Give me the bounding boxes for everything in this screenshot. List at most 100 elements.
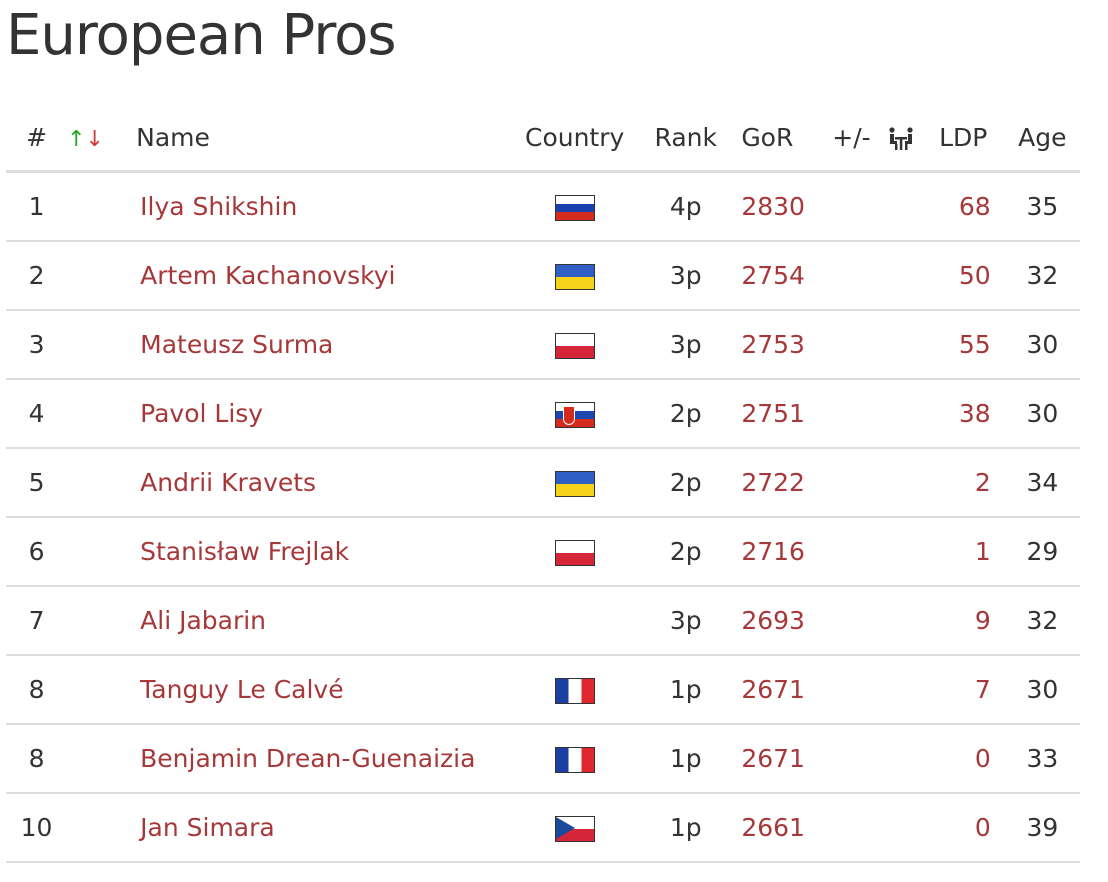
player-name-link[interactable]: Stanisław Frejlak — [140, 537, 350, 566]
player-name-link[interactable]: Mateusz Surma — [140, 330, 334, 359]
rank-position: 1 — [6, 171, 68, 242]
table-row: 1 Ilya Shikshin 4p 2830 68 35 — [6, 171, 1080, 242]
ldp-link[interactable]: 7 — [974, 675, 991, 704]
ua-flag-icon — [554, 471, 595, 497]
player-name-link[interactable]: Ali Jabarin — [140, 606, 267, 635]
player-rank: 2p — [640, 379, 732, 449]
gor-diff — [822, 724, 881, 794]
gor-link[interactable]: 2671 — [741, 744, 805, 773]
col-header-gor[interactable]: GoR — [731, 104, 823, 173]
player-age: 30 — [1004, 655, 1080, 725]
games-cell — [880, 517, 922, 587]
col-header-diff[interactable]: +/- — [822, 104, 881, 173]
gor-link[interactable]: 2751 — [741, 399, 805, 428]
games-cell — [880, 586, 922, 656]
pl-flag-icon — [554, 540, 595, 566]
fr-flag-icon — [554, 678, 595, 704]
pros-table: # ↑↓ Name Country Rank GoR +/- — [6, 104, 1080, 863]
col-header-rank[interactable]: Rank — [640, 104, 732, 173]
country-cell — [509, 241, 641, 311]
ldp-link[interactable]: 50 — [958, 261, 991, 290]
games-cell — [880, 655, 922, 725]
ru-flag-icon — [554, 195, 595, 221]
gor-link[interactable]: 2830 — [741, 192, 805, 221]
gor-link[interactable]: 2716 — [741, 537, 805, 566]
player-rank: 2p — [640, 517, 732, 587]
player-name-link[interactable]: Jan Simara — [140, 813, 275, 842]
country-cell — [509, 586, 641, 656]
rank-position: 2 — [6, 241, 68, 311]
player-age: 35 — [1004, 171, 1080, 242]
table-row: 7 Ali Jabarin 3p 2693 9 32 — [6, 586, 1080, 656]
col-header-sort[interactable]: ↑↓ — [67, 104, 137, 173]
player-age: 39 — [1004, 793, 1080, 863]
sort-cell — [67, 655, 137, 725]
country-cell — [509, 171, 641, 242]
ldp-link[interactable]: 68 — [958, 192, 991, 221]
sort-cell — [67, 793, 137, 863]
sort-cell — [67, 448, 137, 518]
col-header-number[interactable]: # — [6, 104, 68, 173]
players-table-icon — [889, 126, 913, 150]
ldp-link[interactable]: 2 — [974, 468, 991, 497]
country-cell — [509, 310, 641, 380]
player-age: 29 — [1004, 517, 1080, 587]
player-name-link[interactable]: Tanguy Le Calvé — [140, 675, 344, 704]
ldp-link[interactable]: 9 — [974, 606, 991, 635]
ldp-link[interactable]: 0 — [974, 813, 991, 842]
player-name-link[interactable]: Benjamin Drean-Guenaizia — [140, 744, 476, 773]
gor-diff — [822, 793, 881, 863]
sort-cell — [67, 310, 137, 380]
country-cell — [509, 379, 641, 449]
country-cell — [509, 517, 641, 587]
gor-link[interactable]: 2671 — [741, 675, 805, 704]
player-name-link[interactable]: Ilya Shikshin — [140, 192, 298, 221]
player-name-link[interactable]: Pavol Lisy — [140, 399, 264, 428]
ldp-link[interactable]: 38 — [958, 399, 991, 428]
table-row: 8 Benjamin Drean-Guenaizia 1p 2671 0 33 — [6, 724, 1080, 794]
country-cell — [509, 448, 641, 518]
col-header-name[interactable]: Name — [136, 104, 510, 173]
pl-flag-icon — [554, 333, 595, 359]
games-cell — [880, 793, 922, 863]
sort-up-icon[interactable]: ↑ — [67, 126, 86, 152]
games-cell — [880, 171, 922, 242]
gor-diff — [822, 310, 881, 380]
player-rank: 1p — [640, 655, 732, 725]
games-cell — [880, 310, 922, 380]
player-name-link[interactable]: Artem Kachanovskyi — [140, 261, 396, 290]
rank-position: 8 — [6, 724, 68, 794]
gor-diff — [822, 241, 881, 311]
gor-link[interactable]: 2753 — [741, 330, 805, 359]
gor-link[interactable]: 2693 — [741, 606, 805, 635]
table-row: 6 Stanisław Frejlak 2p 2716 1 29 — [6, 517, 1080, 587]
rank-position: 10 — [6, 793, 68, 863]
player-age: 34 — [1004, 448, 1080, 518]
col-header-games[interactable] — [880, 104, 922, 173]
player-age: 30 — [1004, 310, 1080, 380]
rank-position: 3 — [6, 310, 68, 380]
ldp-link[interactable]: 1 — [974, 537, 991, 566]
sort-cell — [67, 586, 137, 656]
player-name-link[interactable]: Andrii Kravets — [140, 468, 317, 497]
col-header-ldp[interactable]: LDP — [921, 104, 1005, 173]
sk-flag-icon — [554, 402, 595, 428]
rank-position: 8 — [6, 655, 68, 725]
rank-position: 6 — [6, 517, 68, 587]
ldp-link[interactable]: 0 — [974, 744, 991, 773]
col-header-age[interactable]: Age — [1004, 104, 1080, 173]
player-rank: 3p — [640, 586, 732, 656]
gor-link[interactable]: 2661 — [741, 813, 805, 842]
table-row: 8 Tanguy Le Calvé 1p 2671 7 30 — [6, 655, 1080, 725]
gor-link[interactable]: 2722 — [741, 468, 805, 497]
sort-cell — [67, 724, 137, 794]
player-rank: 3p — [640, 241, 732, 311]
gor-link[interactable]: 2754 — [741, 261, 805, 290]
sort-down-icon[interactable]: ↓ — [85, 126, 104, 152]
ldp-link[interactable]: 55 — [958, 330, 991, 359]
player-rank: 4p — [640, 171, 732, 242]
col-header-country[interactable]: Country — [509, 104, 641, 173]
table-row: 3 Mateusz Surma 3p 2753 55 30 — [6, 310, 1080, 380]
gor-diff — [822, 171, 881, 242]
sort-cell — [67, 379, 137, 449]
